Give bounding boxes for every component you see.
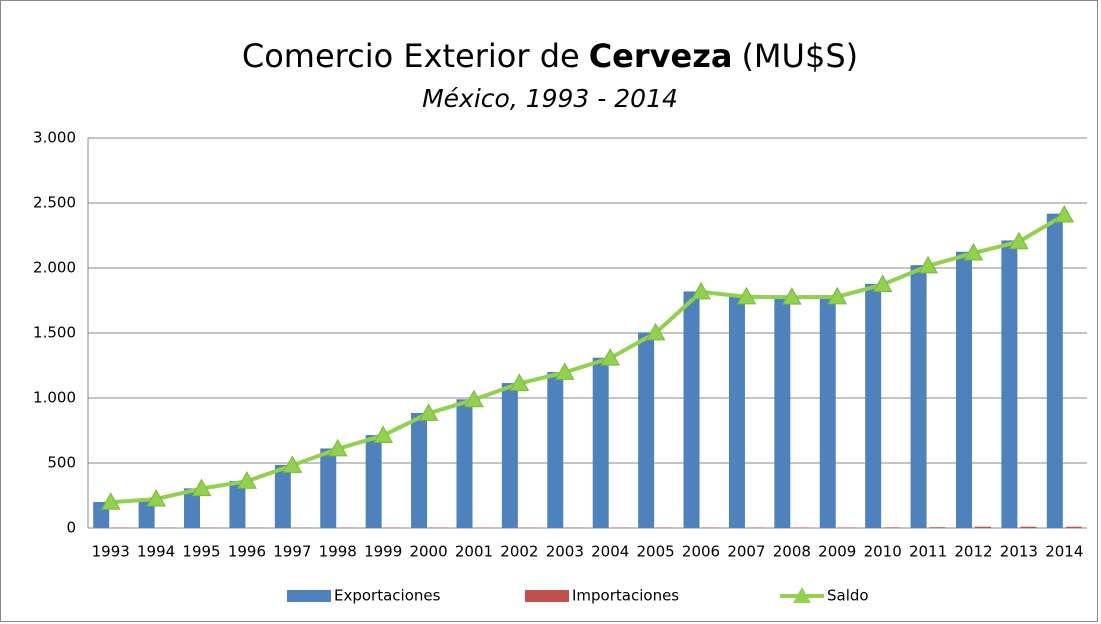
y-tick-label: 1.500: [33, 324, 76, 342]
x-tick-label: 2000: [409, 543, 447, 561]
marker: [418, 403, 439, 421]
bar: [955, 251, 972, 528]
x-tick-label: 2013: [1000, 543, 1038, 561]
bar: [184, 488, 201, 528]
y-tick-label: 500: [47, 454, 76, 472]
title-part: Cerveza: [589, 37, 733, 75]
bar: [320, 448, 337, 528]
y-tick-label: 0: [66, 519, 76, 537]
bar: [884, 527, 901, 528]
marker: [918, 255, 938, 274]
bar: [702, 527, 719, 528]
bar: [547, 372, 564, 528]
chart-subtitle: México, 1993 - 2014: [422, 84, 678, 113]
bar: [274, 464, 291, 528]
marker: [781, 287, 802, 305]
title-part: Comercio Exterior de: [242, 37, 580, 75]
marker: [191, 478, 212, 497]
marker: [100, 492, 121, 510]
bar: [1001, 240, 1018, 528]
marker: [327, 438, 348, 457]
marker: [736, 286, 757, 305]
bar: [747, 527, 764, 528]
x-tick-label: 1998: [319, 543, 357, 561]
legend-marker: [793, 587, 811, 603]
x-tick-label: 1996: [228, 543, 266, 561]
bar: [229, 480, 246, 528]
marker: [237, 471, 257, 489]
bar: [638, 332, 655, 528]
x-tick-label: 2010: [864, 543, 902, 561]
x-tick-label: 2011: [909, 543, 947, 561]
x-tick-label: 2006: [682, 543, 720, 561]
marker: [963, 243, 984, 261]
bar: [411, 412, 428, 528]
x-tick-label: 2005: [637, 543, 675, 561]
marker: [509, 373, 530, 391]
chart-title: Comercio Exterior de Cerveza (MU$S): [242, 37, 858, 75]
marker: [600, 348, 621, 366]
bar: [793, 527, 810, 528]
marker: [146, 488, 166, 507]
x-tick-label: 2001: [455, 543, 493, 561]
title-part: (MU$S): [741, 37, 858, 75]
bar: [838, 527, 855, 528]
bar: [1046, 213, 1063, 528]
bar: [774, 296, 791, 528]
bar: [1020, 526, 1037, 528]
bar: [929, 527, 946, 528]
marker: [1054, 204, 1075, 223]
bar: [365, 435, 382, 528]
legend-swatch: [525, 590, 569, 602]
x-tick-label: 1995: [182, 543, 220, 561]
x-tick-label: 1993: [92, 543, 130, 561]
x-tick-label: 2007: [727, 543, 765, 561]
bar: [728, 296, 745, 528]
marker: [1009, 231, 1029, 250]
bar: [683, 291, 700, 528]
bar: [974, 526, 991, 528]
x-tick-label: 2008: [773, 543, 811, 561]
x-tick-label: 1997: [273, 543, 311, 561]
marker: [872, 274, 893, 293]
x-tick-label: 1994: [137, 543, 175, 561]
bar: [819, 296, 836, 528]
bar: [501, 383, 518, 528]
marker: [691, 281, 711, 300]
bar: [456, 399, 473, 528]
x-tick-label: 2014: [1045, 543, 1083, 561]
legend-label: Saldo: [827, 587, 869, 605]
y-tick-label: 3.000: [33, 129, 76, 147]
y-tick-label: 1.000: [33, 389, 76, 407]
legend-swatch: [287, 590, 331, 602]
marker: [464, 389, 484, 408]
legend-label: Importaciones: [572, 587, 679, 605]
y-tick-label: 2.500: [33, 194, 76, 212]
x-tick-label: 2004: [591, 543, 629, 561]
bar: [910, 265, 927, 528]
marker: [827, 286, 848, 305]
line: [110, 213, 1066, 505]
bar: [1065, 526, 1082, 528]
marker: [645, 322, 666, 341]
bar: [592, 357, 609, 528]
x-tick-label: 2003: [546, 543, 584, 561]
y-tick-label: 2.000: [33, 259, 76, 277]
x-tick-label: 1999: [364, 543, 402, 561]
x-tick-label: 2002: [500, 543, 538, 561]
marker: [373, 425, 394, 443]
x-tick-label: 2012: [954, 543, 992, 561]
bar: [865, 283, 882, 528]
marker: [282, 455, 303, 473]
x-tick-label: 2009: [818, 543, 856, 561]
legend-label: Exportaciones: [334, 587, 441, 605]
marker: [554, 362, 575, 380]
bar: [657, 527, 674, 528]
